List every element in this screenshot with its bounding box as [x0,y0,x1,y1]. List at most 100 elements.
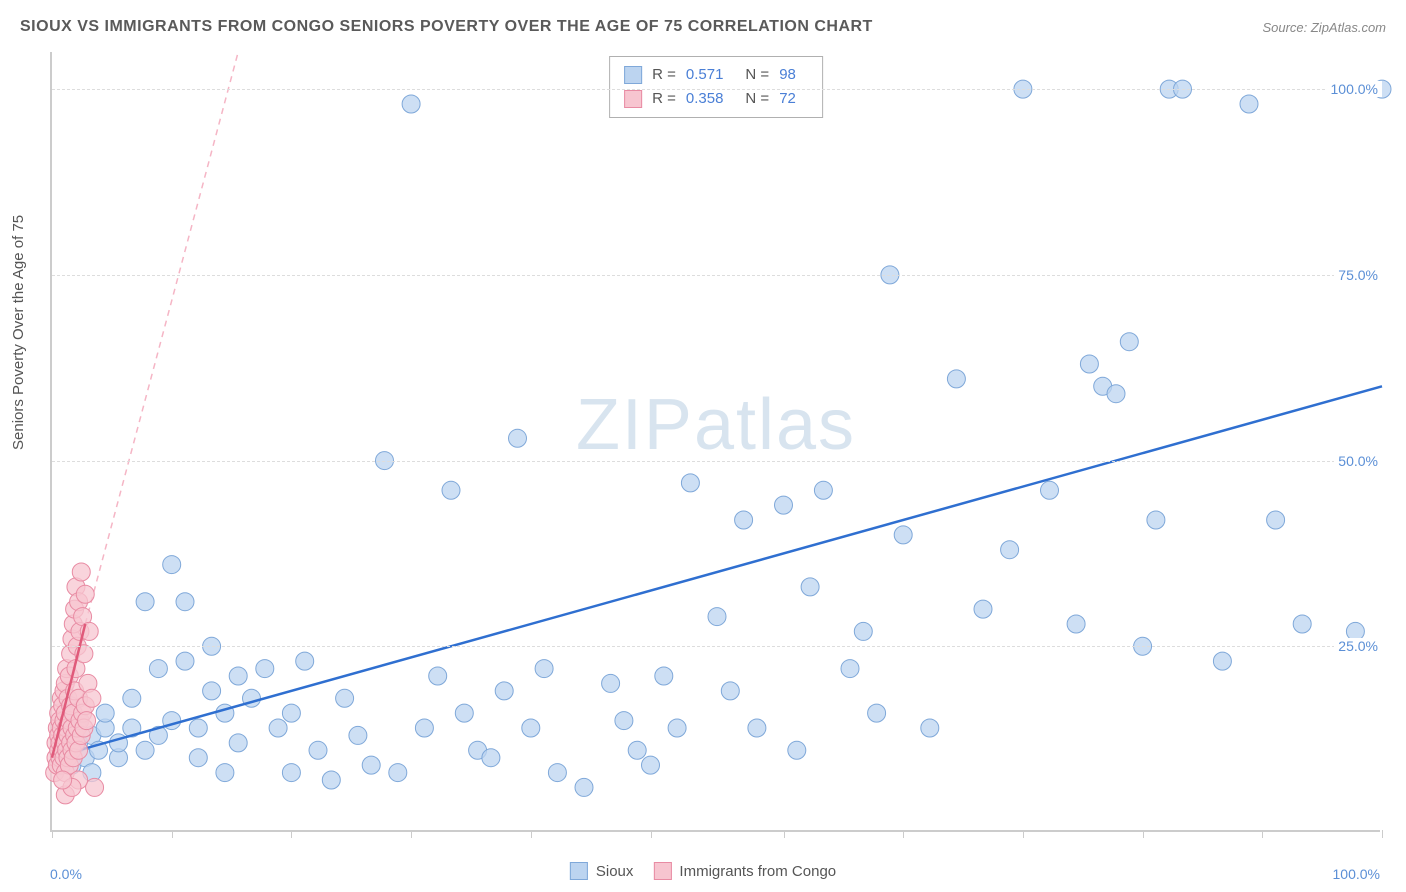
legend-label: Sioux [596,863,634,880]
legend-item: Immigrants from Congo [653,862,836,880]
data-point [947,370,965,388]
data-point [256,660,274,678]
x-tick [411,830,412,838]
data-point [86,778,104,796]
data-point [229,734,247,752]
x-tick [1143,830,1144,838]
source-attribution: Source: ZipAtlas.com [1262,20,1386,35]
data-point [1293,615,1311,633]
data-point [854,622,872,640]
data-point [1120,333,1138,351]
data-point [189,749,207,767]
data-point [788,741,806,759]
data-point [868,704,886,722]
legend-swatch [653,862,671,880]
stats-row: R =0.358N =72 [624,87,808,111]
r-value: 0.571 [686,63,724,87]
data-point [1213,652,1231,670]
data-point [136,593,154,611]
y-tick-label: 50.0% [1334,453,1382,469]
legend-item: Sioux [570,862,634,880]
data-point [1147,511,1165,529]
data-point [655,667,673,685]
data-point [482,749,500,767]
data-point [442,481,460,499]
x-tick [531,830,532,838]
data-point [1067,615,1085,633]
legend-swatch [624,66,642,84]
data-point [1240,95,1258,113]
data-point [229,667,247,685]
data-point [54,771,72,789]
data-point [296,652,314,670]
legend-swatch [624,90,642,108]
data-point [203,682,221,700]
data-point [282,704,300,722]
y-tick-label: 100.0% [1327,81,1382,97]
x-tick [291,830,292,838]
stats-legend-box: R =0.571N =98R =0.358N =72 [609,56,823,118]
data-point [1107,385,1125,403]
data-point [495,682,513,700]
data-point [894,526,912,544]
y-tick-label: 25.0% [1334,638,1382,654]
data-point [189,719,207,737]
data-point [1041,481,1059,499]
plot-svg [52,52,1380,830]
data-point [83,689,101,707]
data-point [76,585,94,603]
data-point [336,689,354,707]
gridline [52,89,1380,90]
data-point [801,578,819,596]
data-point [628,741,646,759]
data-point [974,600,992,618]
data-point [548,764,566,782]
data-point [269,719,287,737]
data-point [136,741,154,759]
trend-line [52,386,1382,757]
trend-extrapolation [85,52,238,624]
x-tick [784,830,785,838]
x-tick [172,830,173,838]
n-value: 72 [779,87,796,111]
data-point [642,756,660,774]
y-tick-label: 75.0% [1334,267,1382,283]
data-point [1080,355,1098,373]
stats-row: R =0.571N =98 [624,63,808,87]
legend-swatch [570,862,588,880]
data-point [402,95,420,113]
data-point [921,719,939,737]
data-point [668,719,686,737]
data-point [176,593,194,611]
x-tick [1023,830,1024,838]
data-point [96,704,114,722]
data-point [123,689,141,707]
data-point [1001,541,1019,559]
n-label: N = [745,63,769,87]
data-point [615,712,633,730]
series-legend: Sioux Immigrants from Congo [570,862,836,880]
x-axis-max-label: 100.0% [1333,866,1380,882]
data-point [1267,511,1285,529]
data-point [708,608,726,626]
data-point [322,771,340,789]
data-point [149,660,167,678]
x-tick [651,830,652,838]
data-point [78,712,96,730]
data-point [415,719,433,737]
data-point [216,764,234,782]
legend-label: Immigrants from Congo [679,863,836,880]
gridline [52,275,1380,276]
data-point [535,660,553,678]
data-point [429,667,447,685]
data-point [841,660,859,678]
data-point [602,674,620,692]
x-tick [52,830,53,838]
gridline [52,461,1380,462]
data-point [72,563,90,581]
scatter-plot: ZIPatlas R =0.571N =98R =0.358N =72 25.0… [50,52,1380,832]
data-point [349,726,367,744]
y-axis-label: Seniors Poverty Over the Age of 75 [10,215,27,450]
x-axis-min-label: 0.0% [50,866,82,882]
data-point [282,764,300,782]
